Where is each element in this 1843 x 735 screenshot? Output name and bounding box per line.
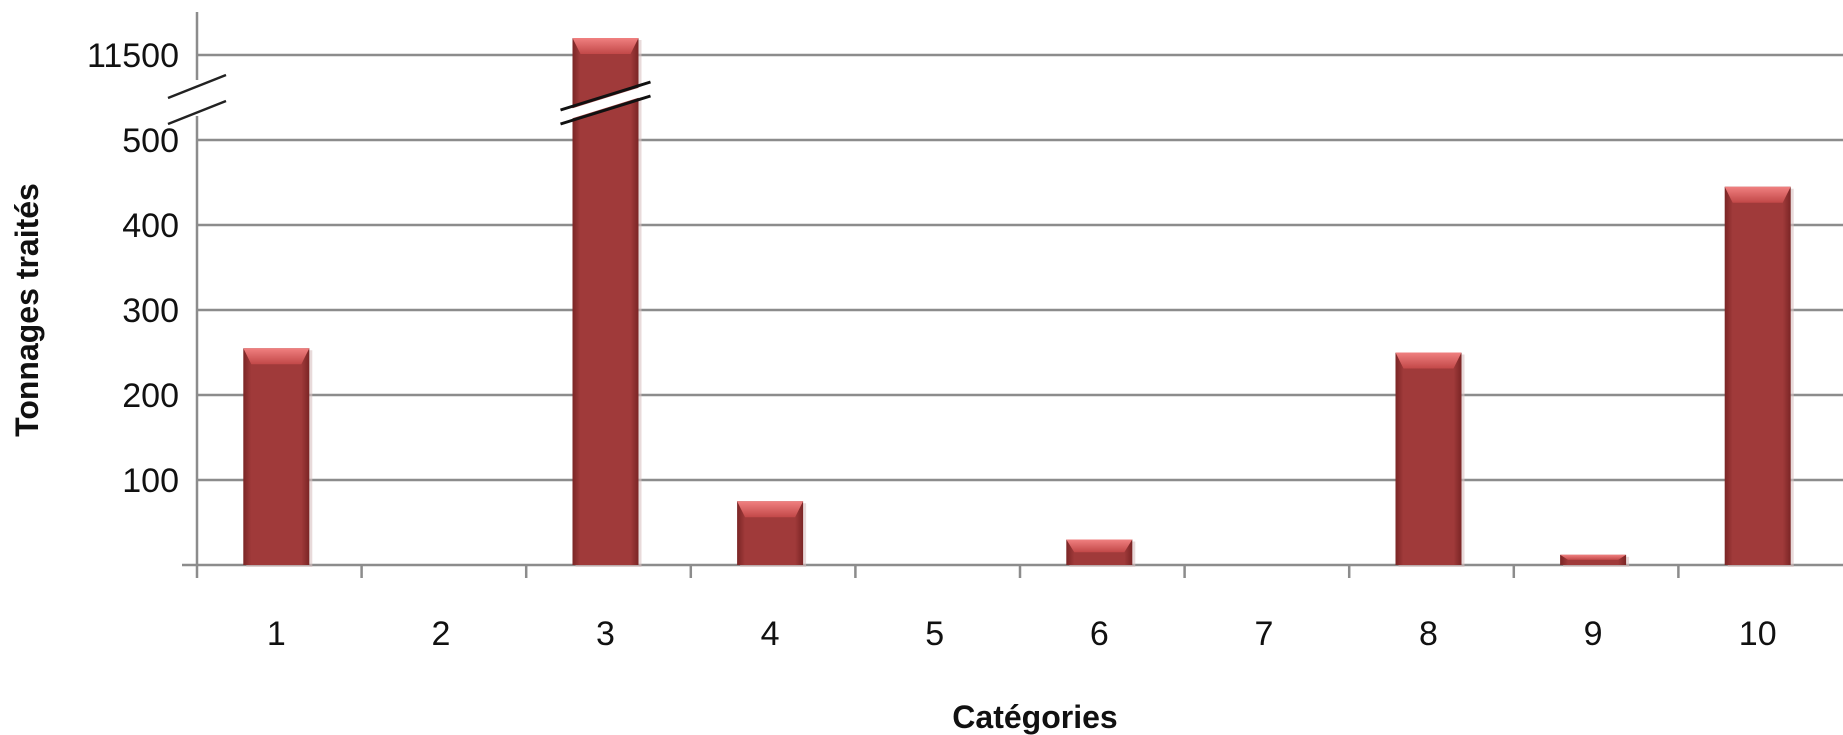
bar xyxy=(243,348,313,567)
x-tick-label: 3 xyxy=(596,615,615,653)
y-tick-label: 500 xyxy=(122,122,179,160)
x-tick-label: 8 xyxy=(1419,615,1438,653)
y-tick-label: 100 xyxy=(122,462,179,500)
y-tick-label: 11500 xyxy=(87,37,179,75)
x-tick-label: 10 xyxy=(1739,615,1777,653)
y-tick-label: 200 xyxy=(122,377,179,415)
x-axis-title: Catégories xyxy=(952,699,1117,735)
bar xyxy=(1395,352,1465,567)
bar xyxy=(1560,554,1630,567)
bar xyxy=(1724,186,1794,567)
y-axis-title: Tonnages traités xyxy=(9,183,45,437)
y-tick-label: 400 xyxy=(122,207,179,245)
x-tick-label: 1 xyxy=(267,615,286,653)
x-tick-label: 2 xyxy=(431,615,450,653)
bar xyxy=(737,501,807,567)
y-axis-break xyxy=(167,73,227,126)
bar xyxy=(572,38,642,567)
x-tick-label: 5 xyxy=(925,615,944,653)
bar xyxy=(1066,539,1136,567)
y-tick-label: 300 xyxy=(122,292,179,330)
x-tick-label: 9 xyxy=(1584,615,1603,653)
x-tick-label: 6 xyxy=(1090,615,1109,653)
x-tick-label: 7 xyxy=(1254,615,1273,653)
x-tick-label: 4 xyxy=(761,615,780,653)
bar-break xyxy=(560,80,651,126)
